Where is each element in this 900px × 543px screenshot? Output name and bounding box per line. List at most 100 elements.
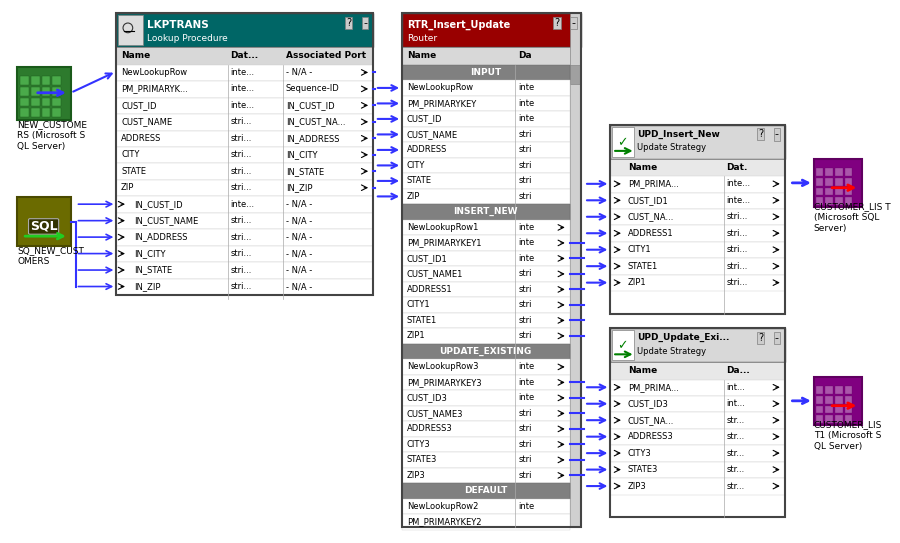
Bar: [402, 498, 570, 514]
Bar: [116, 229, 373, 246]
Text: stri...: stri...: [230, 183, 252, 192]
Text: stri: stri: [518, 176, 532, 185]
Bar: [402, 157, 570, 173]
Bar: [402, 220, 570, 235]
Bar: [52, 77, 61, 85]
Bar: [118, 15, 143, 45]
Bar: [402, 421, 570, 437]
Bar: [402, 173, 570, 188]
Text: stri...: stri...: [230, 117, 252, 127]
Text: STATE: STATE: [122, 167, 146, 176]
Text: CITY: CITY: [407, 161, 425, 170]
Text: inte...: inte...: [726, 196, 751, 205]
Bar: [845, 396, 852, 404]
Text: CUST_NAME: CUST_NAME: [407, 130, 458, 139]
Bar: [610, 125, 785, 159]
Bar: [835, 198, 842, 205]
Bar: [835, 168, 842, 176]
Text: IN_STATE: IN_STATE: [134, 266, 172, 275]
Bar: [610, 159, 785, 176]
Text: Da: Da: [518, 52, 532, 60]
Bar: [41, 87, 50, 96]
Text: ADDRESS1: ADDRESS1: [407, 285, 453, 294]
Text: UPDATE_EXISTING: UPDATE_EXISTING: [439, 347, 531, 356]
Text: ?: ?: [758, 129, 763, 140]
Bar: [402, 375, 570, 390]
Bar: [610, 445, 785, 462]
Bar: [17, 67, 71, 120]
Text: str...: str...: [726, 432, 745, 441]
Text: CITY1: CITY1: [407, 300, 430, 310]
Text: Sequence-ID: Sequence-ID: [286, 84, 339, 93]
Text: stri...: stri...: [230, 282, 252, 291]
Text: stri...: stri...: [230, 167, 252, 176]
Bar: [402, 14, 581, 47]
Text: stri...: stri...: [230, 266, 252, 275]
Text: stri...: stri...: [726, 229, 748, 238]
Text: SQL: SQL: [30, 220, 58, 233]
Text: inte: inte: [518, 84, 535, 92]
Bar: [610, 242, 785, 258]
Bar: [612, 330, 634, 360]
Bar: [825, 198, 833, 205]
Bar: [570, 14, 581, 527]
Bar: [31, 87, 40, 96]
Bar: [815, 396, 824, 404]
Text: ZIP1: ZIP1: [407, 331, 426, 340]
Bar: [21, 87, 29, 96]
Text: UPD_Insert_New: UPD_Insert_New: [637, 130, 720, 139]
Bar: [402, 65, 570, 80]
Bar: [52, 108, 61, 117]
Text: CITY: CITY: [122, 150, 140, 159]
Text: CUST_ID: CUST_ID: [407, 115, 443, 123]
Text: NewLookupRow: NewLookupRow: [122, 68, 187, 77]
Text: NewLookupRow2: NewLookupRow2: [407, 502, 478, 511]
Bar: [402, 344, 570, 359]
Bar: [845, 386, 852, 394]
Text: PM_PRIMARYKEY: PM_PRIMARYKEY: [407, 99, 476, 108]
Bar: [31, 77, 40, 85]
Text: inte...: inte...: [230, 101, 255, 110]
Bar: [116, 163, 373, 180]
Text: DEFAULT: DEFAULT: [464, 487, 507, 495]
Text: CITY3: CITY3: [407, 440, 430, 449]
Bar: [116, 47, 373, 65]
Text: IN_ZIP: IN_ZIP: [286, 183, 312, 192]
Bar: [402, 127, 570, 142]
Text: INSERT_NEW: INSERT_NEW: [453, 207, 518, 217]
Bar: [402, 313, 570, 328]
Text: ✓: ✓: [617, 136, 628, 149]
Bar: [402, 406, 570, 421]
Bar: [402, 235, 570, 251]
Bar: [845, 406, 852, 413]
Bar: [402, 111, 570, 127]
Bar: [402, 297, 570, 313]
Text: - N/A -: - N/A -: [286, 232, 312, 242]
Text: Dat.: Dat.: [726, 163, 748, 172]
Text: inte...: inte...: [230, 84, 255, 93]
Text: inte: inte: [518, 115, 535, 123]
Bar: [610, 328, 785, 517]
Bar: [825, 386, 833, 394]
Text: inte: inte: [518, 362, 535, 371]
Text: IN_ADDRESS: IN_ADDRESS: [286, 134, 339, 143]
Text: stri...: stri...: [230, 249, 252, 258]
Text: NEW_CUSTOME
RS (Microsoft S
QL Server): NEW_CUSTOME RS (Microsoft S QL Server): [17, 120, 87, 151]
Bar: [612, 127, 634, 157]
Bar: [402, 188, 570, 204]
Text: PM_PRIMARYK...: PM_PRIMARYK...: [122, 84, 188, 93]
Bar: [402, 142, 570, 157]
Text: LKPTRANS: LKPTRANS: [148, 20, 209, 30]
Bar: [116, 130, 373, 147]
Text: IN_STATE: IN_STATE: [286, 167, 324, 176]
Text: stri: stri: [518, 440, 532, 449]
Text: stri...: stri...: [230, 232, 252, 242]
Text: Name: Name: [407, 52, 436, 60]
Bar: [610, 193, 785, 209]
Text: INPUT: INPUT: [470, 68, 501, 77]
Text: stri: stri: [518, 456, 532, 464]
Text: inte: inte: [518, 223, 535, 232]
Text: PM_PRIMARYKEY1: PM_PRIMARYKEY1: [407, 238, 482, 248]
Bar: [17, 198, 71, 246]
Bar: [31, 98, 40, 106]
